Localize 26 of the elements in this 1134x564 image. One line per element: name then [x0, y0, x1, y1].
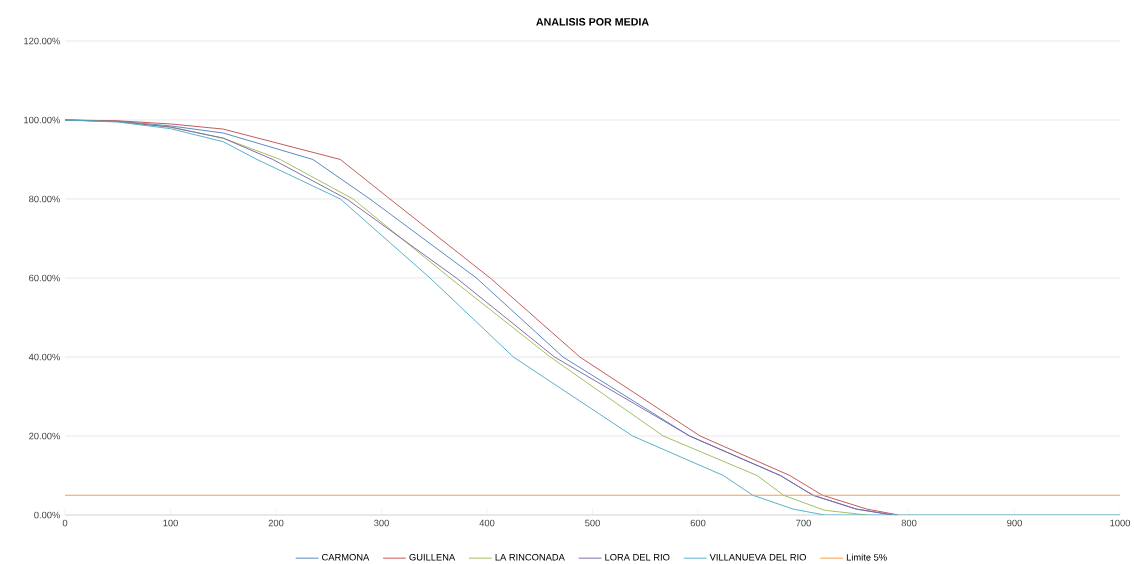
y-tick-label: 120.00%: [24, 37, 60, 45]
y-tick-label: 100.00%: [24, 116, 60, 124]
x-tick-label: 600: [690, 519, 706, 527]
x-tick-label: 0: [62, 519, 68, 527]
legend-label: LA RINCONADA: [495, 553, 565, 561]
legend-label: VILLANUEVA DEL RIO: [709, 553, 806, 561]
x-tick-label: 200: [268, 519, 284, 527]
x-tick-label: 100: [163, 519, 178, 527]
legend-label: LORA DEL RIO: [605, 553, 670, 561]
x-tick-label: 500: [585, 519, 600, 527]
legend-label: CARMONA: [322, 553, 370, 561]
x-tick-label: 300: [374, 519, 389, 527]
x-tick-label: 1000: [1110, 519, 1131, 527]
x-tick-label: 400: [479, 519, 495, 527]
legend-label: Limite 5%: [846, 553, 887, 561]
y-tick-label: 20.00%: [29, 432, 60, 440]
line-series: [65, 119, 1121, 515]
legend-label: GUILLENA: [409, 553, 456, 561]
y-tick-label: 80.00%: [29, 195, 60, 203]
x-tick-label: 800: [901, 519, 917, 527]
y-tick-label: 40.00%: [28, 353, 60, 361]
y-tick-label: 0.00%: [34, 511, 60, 519]
x-tick-label: 900: [1007, 519, 1022, 527]
y-tick-label: 60.00%: [29, 274, 60, 282]
x-tick-label: 700: [796, 519, 811, 527]
chart-title: ANALISIS POR MEDIA: [536, 18, 649, 26]
